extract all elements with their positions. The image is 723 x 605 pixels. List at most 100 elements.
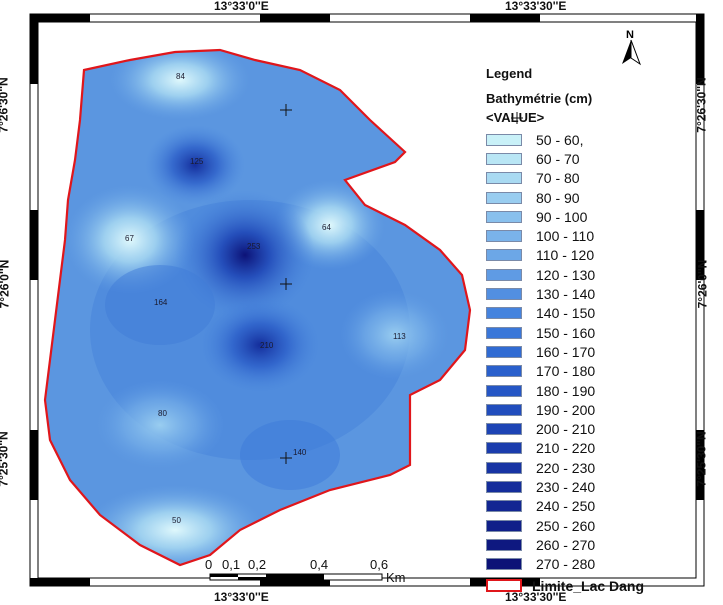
depth-point-label: 50 [172, 516, 181, 525]
legend-class-label: 140 - 150 [536, 305, 596, 322]
legend-class-row: 120 - 130 [486, 265, 706, 284]
legend-class-row: 260 - 270 [486, 535, 706, 554]
legend-class-row: 150 - 160 [486, 323, 706, 342]
legend-class-row: 180 - 190 [486, 381, 706, 400]
legend-class-label: 150 - 160 [536, 324, 596, 341]
svg-text:N: N [626, 29, 634, 41]
scale-bar: 0 0,1 0,2 0,4 0,6 Km [205, 557, 406, 585]
legend-swatch [486, 288, 522, 301]
legend-class-label: 120 - 130 [536, 266, 596, 283]
legend-class-label: 90 - 100 [536, 208, 588, 225]
legend-swatch [486, 230, 522, 243]
legend-class-row: 70 - 80 [486, 169, 706, 188]
legend-swatch [486, 558, 522, 571]
depth-point-label: 84 [176, 72, 185, 81]
depth-point-label: 113 [393, 332, 406, 341]
legend-class-label: 200 - 210 [536, 421, 596, 438]
depth-point-label: 164 [154, 298, 168, 307]
legend-class-label: 110 - 120 [536, 247, 595, 264]
legend-swatch [486, 249, 522, 262]
svg-text:Km: Km [386, 570, 406, 585]
legend-class-label: 160 - 170 [536, 343, 596, 360]
legend-value-label: <VALUE> [486, 110, 545, 125]
legend-class-row: 160 - 170 [486, 342, 706, 361]
legend-swatch [486, 461, 522, 474]
legend-swatch [486, 268, 522, 281]
depth-point-label: 67 [125, 234, 134, 243]
legend-class-row: 220 - 230 [486, 458, 706, 477]
depth-point-label: 140 [293, 448, 307, 457]
legend-swatch [486, 384, 522, 397]
legend-class-label: 210 - 220 [536, 440, 596, 457]
legend-class-label: 180 - 190 [536, 382, 596, 399]
legend-swatch [486, 326, 522, 339]
svg-text:0,2: 0,2 [248, 557, 266, 572]
coord-lat-mid-left: 7°26'0''N [0, 259, 12, 309]
legend-class-row: 110 - 120 [486, 246, 706, 265]
depth-point-label: 210 [260, 341, 274, 350]
legend-swatch [486, 403, 522, 416]
depth-point-label: 64 [322, 223, 331, 232]
legend-class-row: 100 - 110 [486, 226, 706, 245]
legend-class-label: 130 - 140 [536, 286, 596, 303]
svg-text:0,4: 0,4 [310, 557, 328, 572]
coord-lat-bottom-left: 7°25'30''N [0, 431, 11, 487]
lake-bathymetry [45, 50, 470, 565]
legend-swatch [486, 133, 522, 146]
legend-swatch [486, 307, 522, 320]
legend-class-row: 210 - 220 [486, 439, 706, 458]
legend-class-label: 250 - 260 [536, 517, 596, 534]
map-legend: Legend Bathymétrie (cm) <VALUE> 50 - 60,… [486, 66, 706, 594]
legend-class-row: 130 - 140 [486, 284, 706, 303]
svg-text:0,1: 0,1 [222, 557, 240, 572]
legend-class-row: 60 - 70 [486, 149, 706, 168]
svg-text:0: 0 [205, 557, 212, 572]
legend-class-label: 70 - 80 [536, 170, 580, 187]
legend-swatch [486, 442, 522, 455]
boundary-label: Limite_Lac Dang [532, 577, 645, 594]
depth-point-label: 253 [247, 242, 261, 251]
coord-top-left: 13°33'0''E [214, 0, 269, 13]
legend-swatch [486, 210, 522, 223]
legend-class-label: 220 - 230 [536, 459, 596, 476]
legend-swatch [486, 519, 522, 532]
legend-swatch [486, 423, 522, 436]
legend-class-row: 170 - 180 [486, 362, 706, 381]
legend-title: Legend [486, 66, 533, 81]
legend-class-label: 240 - 250 [536, 498, 596, 515]
lake-boundary [43, 48, 472, 567]
legend-class-row: 230 - 240 [486, 477, 706, 496]
svg-text:0,6: 0,6 [370, 557, 388, 572]
legend-class-row: 270 - 280 [486, 555, 706, 574]
legend-class-label: 270 - 280 [536, 556, 596, 573]
legend-class-row: 200 - 210 [486, 419, 706, 438]
legend-class-label: 170 - 180 [536, 363, 596, 380]
coord-bottom-left: 13°33'0''E [214, 590, 269, 604]
legend-swatch [486, 500, 522, 513]
sample-cross-icons [280, 104, 523, 464]
legend-class-label: 100 - 110 [536, 228, 595, 245]
legend-swatch [486, 345, 522, 358]
legend-class-label: 260 - 270 [536, 536, 596, 553]
coord-bottom-right: 13°33'30''E [505, 590, 567, 604]
north-arrow-icon: N [622, 29, 642, 66]
legend-class-row: 190 - 200 [486, 400, 706, 419]
legend-swatch [486, 172, 522, 185]
legend-class-row: 80 - 90 [486, 188, 706, 207]
legend-class-label: 80 - 90 [536, 189, 580, 206]
legend-class-label: 190 - 200 [536, 401, 596, 418]
legend-class-label: 60 - 70 [536, 150, 580, 167]
coord-top-right: 13°33'30''E [505, 0, 567, 13]
legend-swatch [486, 480, 522, 493]
legend-swatch [486, 152, 522, 165]
depth-point-label: 125 [190, 157, 204, 166]
legend-class-row: 140 - 150 [486, 304, 706, 323]
boundary-swatch [486, 579, 522, 593]
depth-point-label: 80 [158, 409, 167, 418]
legend-class-label: 50 - 60, [536, 131, 584, 148]
legend-swatch [486, 538, 522, 551]
legend-swatch [486, 191, 522, 204]
legend-classes: 50 - 60, 60 - 70 70 - 80 80 - 90 90 - 100 100… [486, 130, 706, 574]
legend-class-row: 90 - 100 [486, 207, 706, 226]
